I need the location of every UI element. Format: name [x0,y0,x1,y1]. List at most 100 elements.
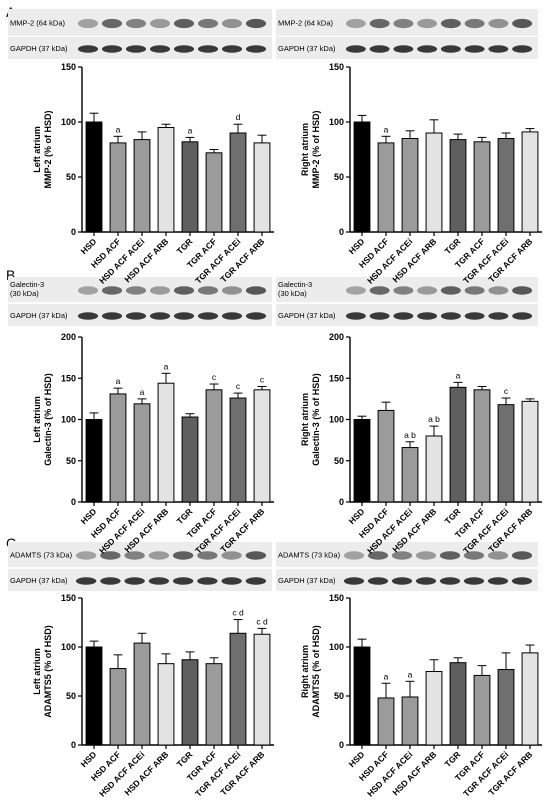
blot-band [393,45,414,53]
blot-band [197,551,218,560]
blot-band [464,312,485,320]
blot-band [369,286,390,295]
bar-hsd-acf-arb [425,132,443,233]
significance-label: c [212,372,217,382]
bar-hsd [353,646,371,746]
blot-gapdh-3-label: GAPDH (37 kDa) [10,311,68,320]
significance-label: c [504,386,509,396]
y-axis-title: Right atrium [300,393,310,446]
chart-5: 0 50 100 150 Left atrium ADAMTS5 (% of HSD) HS… [32,593,274,799]
bar-hsd [85,646,103,746]
blot-band [245,577,267,585]
blot-band [464,18,485,29]
blot-band [124,551,145,560]
y-tick-label: 50 [66,172,76,182]
bar-tgr-acf [473,674,491,746]
blot-target-4-label: Galectin-3 [278,280,312,289]
significance-label: a [408,669,413,679]
y-tick-label: 50 [66,691,76,701]
significance-label: a b [404,430,416,440]
blot-band [487,577,509,585]
bar-hsd-acf-acei [401,138,419,233]
blot-band [391,577,413,585]
blot-band [173,312,195,320]
blot-band [440,286,461,295]
blot-gapdh-1: GAPDH (37 kDa) [8,37,272,59]
y-axis-title: MMP-2 (% of HSD) [311,111,321,189]
blot-band [512,286,533,295]
significance-label: a [384,671,389,681]
y-tick-label: 0 [339,227,344,237]
y-axis-title: Left atrium [32,126,42,173]
blot-band [245,286,267,295]
blot-band [173,18,195,29]
blot-band [463,551,485,560]
blot-band [512,18,533,29]
category-label: HSD [79,236,99,256]
blot-band [488,286,509,295]
category-label: TGR [443,506,463,526]
blot-band [197,286,219,295]
blot-band [488,312,509,320]
blot-target-5: ADAMTS (73 kDa) [8,542,272,567]
y-axis-title: Left atrium [32,648,42,695]
bar-tgr-acf-acei [229,397,247,503]
bar-hsd-acf [377,409,395,503]
y-tick-label: 150 [61,62,76,72]
blot-band [197,18,219,29]
blot-target-5-label: ADAMTS (73 kDa) [10,551,73,560]
y-tick-label: 0 [339,740,344,750]
blot-band [439,577,461,585]
y-tick-label: 100 [61,117,76,127]
blot-band [75,551,97,560]
category-label: HSD [347,506,367,526]
blot-gapdh-2: GAPDH (37 kDa) [276,37,538,59]
category-label: TGR [443,236,463,256]
bar-hsd-acf-arb [157,663,175,746]
significance-label: c [236,381,241,391]
bar-tgr-acf [473,141,491,233]
blot-target-2-label: MMP-2 (64 kDa) [278,19,334,28]
bar-tgr-acf-arb [253,142,271,233]
bar-tgr-acf-acei [229,632,247,746]
bar-tgr [181,416,199,503]
blot-band [440,312,461,320]
blot-band [369,18,390,29]
blot-band [75,577,97,585]
bar-tgr [449,386,467,503]
blot-band [439,551,461,560]
bar-hsd [353,419,371,503]
blot-target-3-label: (30 kDa) [10,289,39,298]
y-tick-label: 0 [71,227,76,237]
blot-gapdh-2-label: GAPDH (37 kDa) [278,44,336,53]
y-axis-title: MMP-2 (% of HSD) [43,111,53,189]
category-label: TGR [175,506,195,526]
blot-band [197,577,218,585]
blot-band [415,551,437,560]
blot-band [125,286,147,295]
category-label: HSD [79,749,99,769]
y-tick-label: 100 [329,117,344,127]
blot-band [393,18,414,29]
blot-band [148,551,170,560]
blot-band [77,18,99,29]
significance-label: c d [256,616,268,626]
blot-band [124,577,145,585]
category-label: TGR [175,236,195,256]
blot-band [417,312,438,320]
blot-band [149,286,171,295]
y-axis-title: Right atrium [300,123,310,176]
significance-label: a [140,387,145,397]
blot-band [464,286,485,295]
blot-band [512,312,533,320]
blot-band [77,45,99,53]
y-tick-label: 0 [71,497,76,507]
bar-hsd-acf-arb [157,382,175,503]
blot-band [149,45,171,53]
blot-band [125,45,147,53]
blot-band [221,18,243,29]
blot-gapdh-5: GAPDH (37 kDa) [8,569,272,591]
blot-band [464,45,485,53]
y-axis-title: Left atrium [32,396,42,443]
